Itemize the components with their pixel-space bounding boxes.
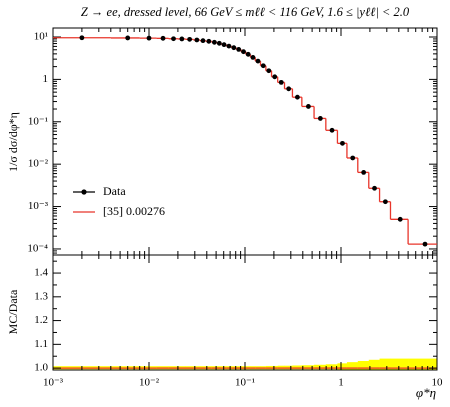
data-point <box>79 35 85 41</box>
data-point <box>179 36 185 42</box>
uncertainty-band <box>390 358 409 370</box>
data-point <box>245 51 251 57</box>
data-point <box>305 104 311 109</box>
data-point <box>278 79 284 85</box>
data-point <box>206 38 212 44</box>
uncertainty-band <box>346 362 359 370</box>
x-tick-label: 10⁻¹ <box>235 377 255 389</box>
uncertainty-band <box>301 365 315 370</box>
data-point <box>226 43 232 49</box>
x-tick-label: 10⁻² <box>139 377 160 389</box>
y-tick-label: 10⁻³ <box>28 200 49 212</box>
data-point <box>241 49 246 55</box>
data-point <box>255 58 261 64</box>
data-point <box>125 35 131 41</box>
data-point <box>236 46 242 52</box>
legend-label: Data <box>103 184 126 198</box>
data-point <box>372 185 377 191</box>
data-point <box>171 36 176 42</box>
y-tick-label: 1.3 <box>34 290 48 302</box>
data-point <box>200 38 206 44</box>
data-point <box>382 199 388 205</box>
y-tick-label: 1 <box>43 73 49 85</box>
y-tick-label: 10⁻¹ <box>28 115 48 127</box>
x-tick-label: 10 <box>432 377 444 389</box>
y-tick-label: 10¹ <box>34 31 48 43</box>
uncertainty-band <box>368 359 380 370</box>
data-point <box>221 42 227 48</box>
uncertainty-band <box>337 363 348 370</box>
legend-swatch <box>81 189 87 195</box>
legend-label: [35] 0.00276 <box>103 204 165 218</box>
y-tick-label: 10⁻⁴ <box>27 242 48 254</box>
x-tick-label: 1 <box>338 377 344 389</box>
data-point <box>250 55 256 60</box>
uncertainty-band <box>379 358 391 370</box>
data-point <box>146 35 152 41</box>
uncertainty-band <box>408 358 438 370</box>
data-point <box>231 45 237 51</box>
data-point <box>266 68 272 74</box>
data-point <box>286 86 292 92</box>
data-point <box>211 39 217 45</box>
data-point <box>317 116 323 121</box>
data-point <box>295 94 300 100</box>
y-tick-label: 1.2 <box>34 314 48 326</box>
uncertainty-band <box>357 360 370 370</box>
data-point <box>350 155 356 161</box>
chart-title: Z → ee, dressed level, 66 GeV ≤ mℓℓ < 11… <box>81 5 410 19</box>
plot-frame <box>52 254 438 371</box>
x-axis-label: φ*η <box>416 385 436 400</box>
data-point <box>187 36 193 42</box>
data-point <box>397 216 403 222</box>
plot-frame <box>52 27 438 256</box>
y-tick-label: 10⁻² <box>28 158 49 170</box>
data-point <box>272 74 278 80</box>
data-point <box>422 241 428 247</box>
y-tick-label: 1.0 <box>34 362 48 374</box>
data-point <box>329 127 335 133</box>
y-tick-label: 1.4 <box>34 267 48 279</box>
data-point <box>361 169 367 175</box>
ratio-axis-label: MC/Data <box>6 289 20 334</box>
uncertainty-band <box>292 365 303 370</box>
data-point <box>260 63 266 69</box>
data-point <box>194 37 200 43</box>
data-point <box>160 35 166 41</box>
data-point <box>216 40 222 46</box>
y-tick-label: 1.1 <box>34 338 48 350</box>
data-point <box>340 140 345 146</box>
x-tick-label: 10⁻³ <box>43 377 64 389</box>
y-axis-label: 1/σ dσ/dφ*η <box>6 112 20 172</box>
